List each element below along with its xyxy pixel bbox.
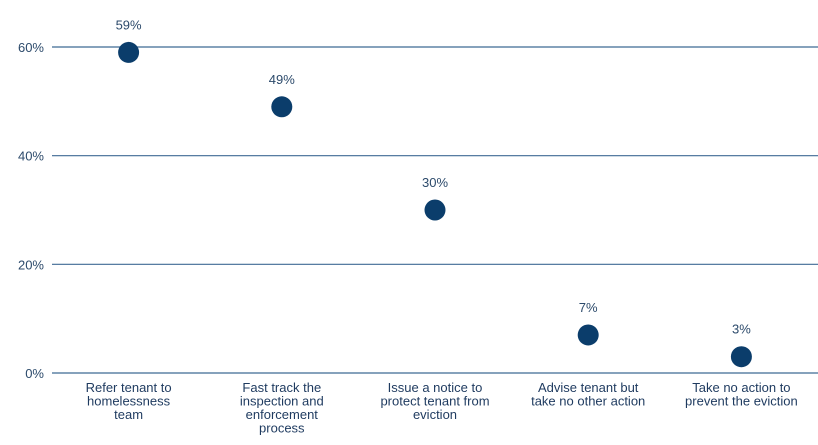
data-point [271, 96, 293, 118]
category-label: team [114, 407, 143, 422]
category-label: Fast track the [242, 380, 321, 395]
data-point [424, 199, 446, 221]
y-tick-label: 0% [25, 366, 44, 381]
data-labels: 59% 49% 30% 7% 3% [116, 17, 752, 336]
category-label: prevent the eviction [685, 394, 798, 409]
category-label: homelessness [87, 394, 171, 409]
data-label: 7% [579, 300, 598, 315]
gridlines [52, 46, 818, 374]
data-point [118, 41, 140, 63]
data-label: 3% [732, 322, 751, 337]
data-label: 59% [116, 17, 142, 32]
category-label: inspection and [240, 394, 324, 409]
category-label: take no other action [531, 394, 645, 409]
category-label: protect tenant from [380, 394, 489, 409]
data-point [577, 324, 599, 346]
y-tick-label: 60% [18, 40, 44, 55]
category-label: Advise tenant but [538, 380, 639, 395]
data-label: 49% [269, 72, 295, 87]
category-label: Issue a notice to [388, 380, 483, 395]
y-tick-label: 20% [18, 257, 44, 272]
category-label: enforcement [246, 407, 319, 422]
data-points [118, 41, 752, 368]
y-axis-tick-labels: 0% 20% 40% 60% [18, 40, 44, 381]
category-label: Take no action to [692, 380, 790, 395]
category-label: eviction [413, 407, 457, 422]
data-point [730, 346, 752, 368]
category-label: Refer tenant to [86, 380, 172, 395]
data-label: 30% [422, 175, 448, 190]
category-label: process [259, 421, 305, 436]
y-tick-label: 40% [18, 149, 44, 164]
